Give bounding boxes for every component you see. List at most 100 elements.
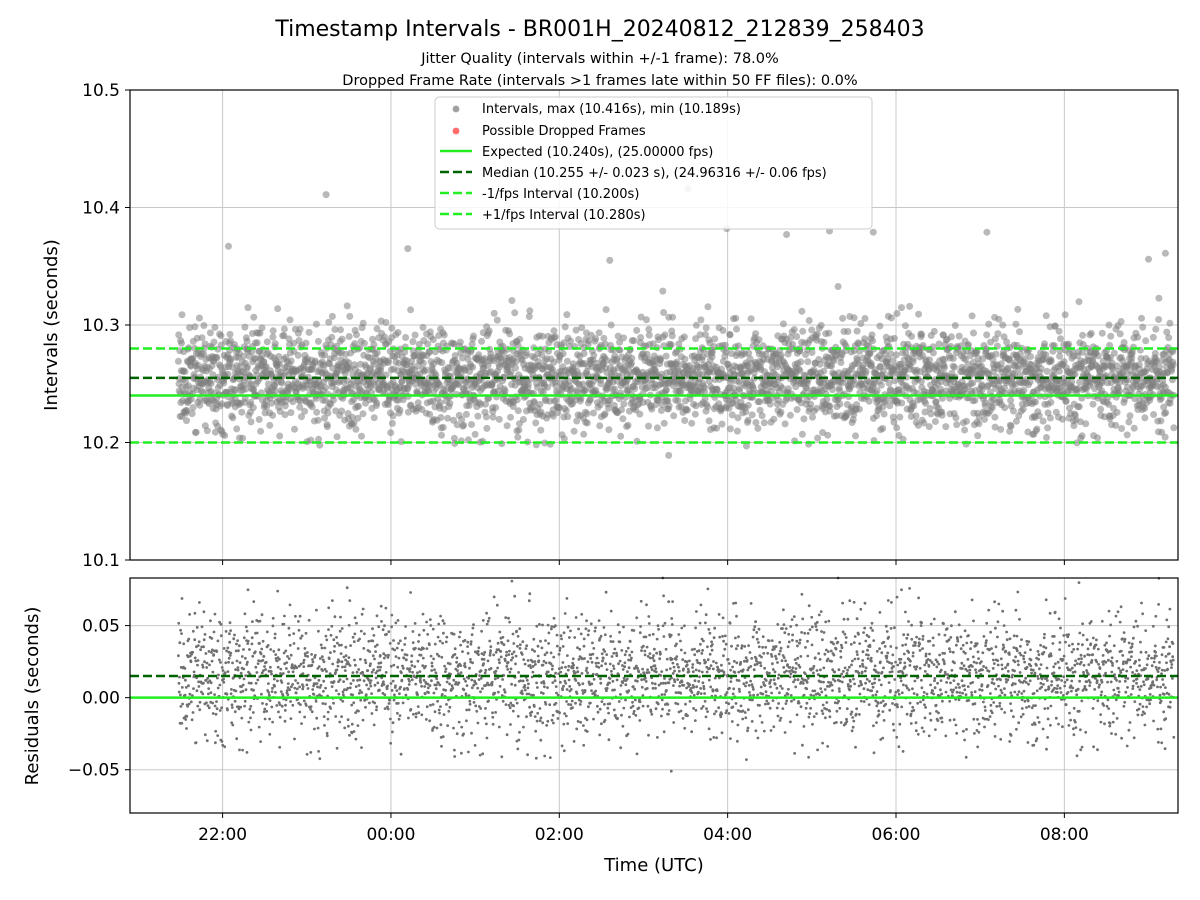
- residual-point: [489, 667, 493, 670]
- jitter-quality-subtitle: Jitter Quality (intervals within +/-1 fr…: [420, 51, 779, 67]
- interval-point: [985, 320, 993, 328]
- residual-point: [439, 705, 442, 708]
- interval-point: [1107, 332, 1115, 340]
- residual-point: [533, 649, 536, 653]
- residual-point: [403, 636, 407, 640]
- intervals-y-axis-label: Intervals (seconds): [41, 239, 62, 411]
- residual-point: [326, 717, 330, 721]
- interval-point: [653, 424, 661, 432]
- residual-point: [557, 652, 561, 656]
- residual-point: [185, 727, 188, 730]
- residual-point: [481, 687, 484, 690]
- residual-point: [229, 692, 233, 696]
- interval-point: [705, 417, 713, 425]
- interval-point: [975, 420, 983, 428]
- interval-point: [446, 364, 454, 372]
- residual-point: [333, 644, 336, 648]
- residual-point: [496, 666, 499, 670]
- interval-point: [444, 414, 452, 422]
- residual-point: [189, 700, 193, 704]
- residual-point: [397, 642, 400, 645]
- residual-point: [518, 730, 521, 734]
- interval-point: [1152, 325, 1160, 333]
- residual-point: [448, 662, 452, 666]
- residual-point: [381, 628, 385, 632]
- interval-point: [286, 316, 294, 324]
- residual-point: [536, 686, 539, 689]
- residual-point: [195, 626, 199, 629]
- residual-point: [278, 745, 282, 749]
- residual-point: [180, 721, 184, 725]
- residual-point: [354, 737, 358, 741]
- residual-point: [241, 689, 245, 693]
- intervals-y-tick-label: 10.3: [82, 316, 120, 336]
- residual-point: [233, 633, 236, 637]
- residual-point: [422, 628, 426, 632]
- interval-point: [368, 388, 376, 396]
- residual-point: [302, 699, 306, 703]
- residual-point: [273, 636, 277, 640]
- interval-point: [1055, 327, 1063, 335]
- residual-point: [319, 683, 323, 687]
- residual-point: [484, 707, 487, 710]
- residual-point: [339, 615, 342, 619]
- residual-point: [256, 662, 260, 665]
- interval-point: [1047, 398, 1055, 406]
- interval-point: [702, 324, 710, 332]
- residual-point: [320, 646, 324, 650]
- residual-point: [391, 721, 395, 725]
- interval-point: [483, 424, 491, 432]
- intervals-y-tick-label: 10.2: [82, 434, 120, 454]
- residual-point: [554, 685, 558, 688]
- residual-point: [467, 708, 471, 712]
- residual-point: [374, 650, 377, 653]
- interval-point: [1016, 328, 1023, 336]
- residual-point: [352, 701, 356, 705]
- residual-point: [238, 661, 242, 664]
- interval-point: [469, 363, 477, 371]
- residual-point: [398, 692, 401, 696]
- residual-point: [368, 650, 372, 653]
- residual-point: [521, 640, 525, 644]
- interval-point: [275, 353, 283, 360]
- interval-point: [665, 451, 673, 459]
- interval-point: [758, 412, 766, 420]
- interval-point: [596, 422, 604, 430]
- residual-point: [317, 750, 320, 753]
- residual-point: [433, 710, 437, 714]
- residual-point: [416, 659, 420, 663]
- residual-point: [211, 701, 215, 705]
- residual-point: [250, 642, 254, 646]
- residual-point: [498, 630, 502, 634]
- residual-point: [430, 661, 434, 665]
- residual-point: [372, 668, 375, 672]
- residual-point: [537, 659, 541, 663]
- residual-point: [202, 645, 206, 649]
- interval-point: [742, 408, 750, 416]
- residual-point: [322, 715, 326, 718]
- residual-point: [262, 655, 266, 658]
- interval-point: [514, 407, 522, 415]
- residual-point: [244, 656, 247, 660]
- residual-point: [410, 664, 414, 667]
- residual-point: [448, 705, 452, 709]
- residual-point: [324, 686, 327, 690]
- residual-point: [293, 686, 297, 690]
- interval-point: [798, 307, 806, 315]
- residual-point: [371, 639, 375, 643]
- residual-point: [401, 701, 405, 705]
- interval-point: [429, 336, 437, 344]
- residual-point: [534, 756, 538, 760]
- residual-point: [459, 664, 463, 667]
- residual-point: [430, 664, 434, 668]
- interval-point: [1149, 333, 1157, 341]
- residual-point: [239, 705, 243, 709]
- residual-point: [468, 666, 471, 670]
- interval-point: [925, 423, 933, 431]
- residual-point: [263, 665, 266, 668]
- residual-point: [436, 635, 440, 639]
- residual-point: [414, 712, 418, 716]
- residual-point: [183, 693, 187, 697]
- interval-point: [836, 400, 844, 408]
- residual-point: [327, 628, 330, 631]
